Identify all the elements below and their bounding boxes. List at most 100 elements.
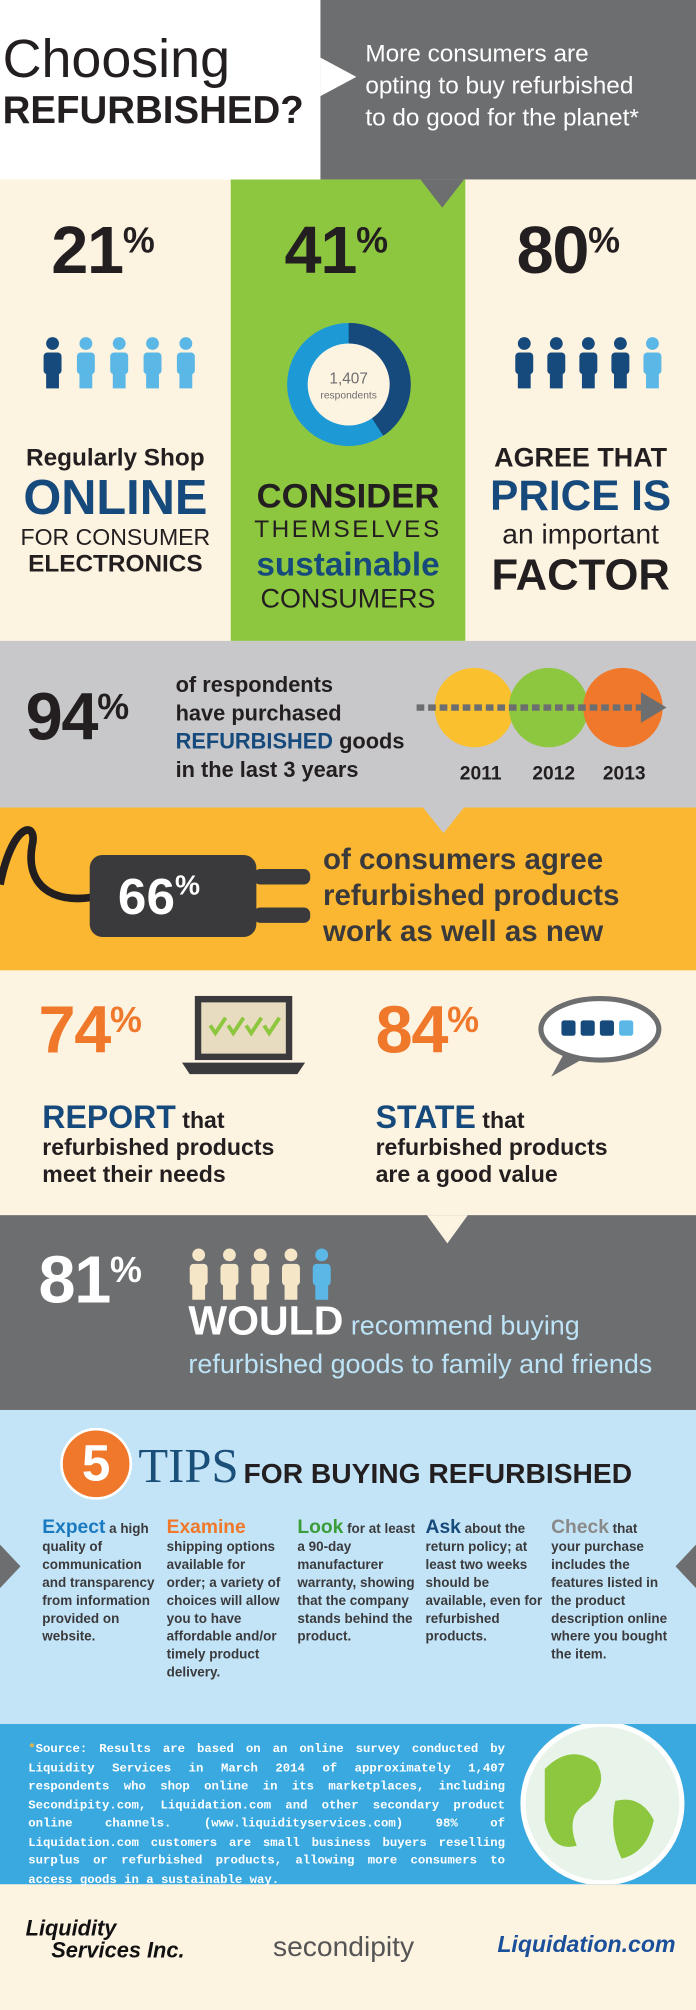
head <box>315 1248 329 1262</box>
tip-text: a high quality of communication and tran… <box>42 1521 155 1645</box>
element: 84 <box>375 993 449 1068</box>
tips-count: 5 <box>81 1435 111 1493</box>
value-text: STATE that refurbished products are a goo… <box>375 1102 608 1188</box>
stat-number: 21% <box>51 218 155 285</box>
tagline-line: to do good for the planet* <box>365 105 639 133</box>
text-line: THEMSELVES <box>254 516 442 544</box>
year: 2012 <box>532 762 576 785</box>
text-line: Regularly Shop <box>26 444 205 472</box>
element <box>307 343 390 426</box>
prong <box>253 907 311 923</box>
tip-lead: Examine <box>166 1516 246 1539</box>
source-band <box>0 1724 696 1885</box>
laptop-base <box>182 1062 306 1075</box>
lead: REPORT <box>42 1099 176 1136</box>
element: REPORT that <box>42 1102 274 1134</box>
person-icon <box>251 1248 270 1300</box>
side-arrow <box>675 1544 696 1589</box>
plug-number: 66% <box>118 869 200 927</box>
body <box>643 352 662 375</box>
text-line: work as well as new <box>323 913 604 948</box>
head <box>192 1248 206 1262</box>
stat-text: CONSIDER THEMSELVES sustainable CONSUMER… <box>231 477 466 615</box>
element: % <box>588 220 620 261</box>
legs <box>179 370 193 389</box>
head <box>46 337 59 350</box>
person-icon <box>312 1248 331 1300</box>
text-line: have purchased <box>175 701 342 726</box>
head <box>517 337 531 350</box>
bubble-tail <box>551 1053 584 1077</box>
tagline-line: opting to buy refurbished <box>365 73 634 100</box>
person-icon <box>143 337 162 389</box>
person-icon <box>220 1248 239 1300</box>
element: % <box>97 687 129 727</box>
head <box>179 337 193 350</box>
element: 81 <box>38 1243 111 1318</box>
logo-line: Services Inc. <box>51 1938 185 1963</box>
stat-number: 41% <box>285 218 389 285</box>
tip-text: that your purchase includes the features… <box>551 1521 668 1663</box>
body <box>43 352 62 375</box>
text-line: of consumers agree <box>323 842 604 876</box>
head <box>146 337 159 350</box>
needs-text: REPORT that refurbished products meet the… <box>42 1102 275 1188</box>
year: 2011 <box>459 762 502 785</box>
tip: Look for at least a 90-day manufacturer … <box>297 1518 416 1646</box>
text-line: of respondents <box>175 672 334 698</box>
legs <box>253 1281 267 1300</box>
text-line: FACTOR <box>491 551 670 600</box>
tips-title: TIPS <box>138 1439 239 1494</box>
head <box>112 337 126 350</box>
text: that <box>482 1107 525 1134</box>
stat-text: AGREE THAT PRICE IS an important FACTOR <box>465 444 696 602</box>
year: 2013 <box>602 762 646 785</box>
element: % <box>110 999 142 1040</box>
tip-text: for at least a 90-day manufacturer warra… <box>297 1521 416 1645</box>
check <box>244 1016 264 1037</box>
thumb <box>619 1020 634 1036</box>
head <box>581 337 595 350</box>
thumb <box>599 1020 614 1036</box>
logo-line: Liquidity <box>25 1916 117 1941</box>
text-line: PRICE IS <box>490 471 672 520</box>
tagline-line: More consumers are <box>365 41 589 68</box>
timeline-arrow <box>640 692 667 723</box>
check <box>262 1016 282 1037</box>
body <box>515 352 534 375</box>
tips-circle <box>60 1427 133 1500</box>
head <box>284 1248 298 1262</box>
element <box>320 57 357 97</box>
text-line: refurbished products <box>42 1134 275 1161</box>
body <box>143 352 162 375</box>
check <box>208 1016 228 1037</box>
text-line: are a good value <box>375 1161 558 1187</box>
source-mark: * <box>28 1741 36 1757</box>
title: REFURBISHED? <box>2 89 304 133</box>
text-line: in the last 3 years <box>175 757 359 782</box>
body <box>110 352 129 375</box>
legs <box>223 1281 236 1300</box>
highlight: REFURBISHED <box>175 729 334 754</box>
text-line: CONSIDER <box>256 476 440 516</box>
tagline: More consumers are opting to buy refurbis… <box>365 38 639 134</box>
body <box>611 352 630 375</box>
person-icon <box>547 337 566 389</box>
text-line: ELECTRONICS <box>28 551 203 579</box>
person-icon <box>611 337 630 389</box>
legs <box>192 1281 206 1300</box>
body <box>312 1263 331 1286</box>
tip: Examine shipping options available for o… <box>166 1516 285 1682</box>
year-circle <box>583 667 663 748</box>
legs <box>549 370 563 389</box>
stat-number: 74% <box>38 997 142 1064</box>
body <box>547 352 566 375</box>
header-arrows <box>320 57 465 208</box>
tagline-box <box>320 0 696 180</box>
text-line: FOR CONSUMER <box>20 524 211 550</box>
legs <box>315 1281 329 1300</box>
tip-lead: Ask <box>425 1516 461 1539</box>
